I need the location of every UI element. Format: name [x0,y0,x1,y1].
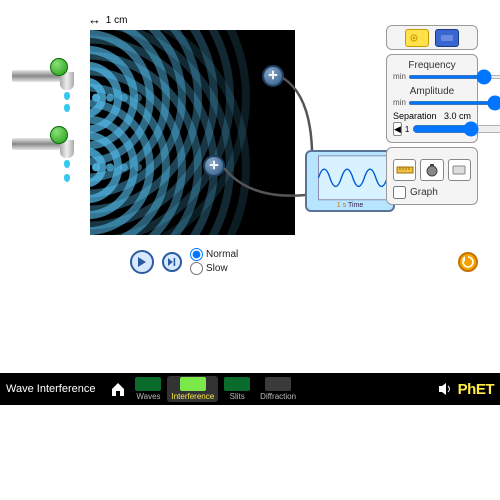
speaker-icon [437,381,453,397]
speed-normal-radio[interactable]: Normal [190,248,238,261]
meter-tool-button[interactable] [448,159,471,181]
min-label: min [393,72,406,81]
sep-min-tick: 1 [405,125,409,134]
phet-logo[interactable]: PhET [458,381,494,398]
meter-icon [451,164,467,176]
home-button[interactable] [109,380,127,398]
water-drop [64,160,70,168]
separation-label: Separation [393,111,437,121]
wave-tank [90,30,295,235]
topview-icon [409,33,425,43]
faucet-bottom [12,128,87,168]
water-drop [64,104,70,112]
min-label: min [393,98,406,107]
screen-label: Diffraction [260,392,296,401]
ruler-tool-button[interactable] [393,159,416,181]
wave-pattern [90,30,295,235]
screen-thumb [180,377,206,391]
faucet-handle[interactable] [50,58,68,76]
separation-slider[interactable] [412,121,500,137]
screen-label: Interference [171,392,214,401]
top-view-button[interactable] [405,29,429,47]
crosshair-icon: ✛ [268,71,277,82]
faucets [12,60,87,196]
ruler-icon [396,164,414,176]
screen-label: Slits [230,392,245,401]
screen-tab-slits[interactable]: Slits [220,376,254,402]
sliders-panel: Frequency min max Amplitude min max Sepa… [386,54,478,143]
navigation-bar: Wave Interference Waves Interference Slits… [0,373,500,405]
speed-slow-radio[interactable]: Slow [190,262,238,275]
home-icon [110,381,126,397]
faucet-handle[interactable] [50,126,68,144]
separation-value: 3.0 cm [444,111,471,121]
oscilloscope[interactable]: Water Level 1 s Time [305,150,395,212]
water-drop [64,92,70,100]
view-mode-panel [386,25,478,50]
screen-thumb [135,377,161,391]
screen-tab-interference[interactable]: Interference [167,376,218,402]
sideview-icon [439,33,455,43]
frequency-slider[interactable] [408,75,500,79]
stopwatch-icon [425,163,439,177]
crosshair-icon: ✛ [209,161,218,172]
step-button[interactable] [162,252,182,272]
play-pause-button[interactable] [130,250,154,274]
wave-probe[interactable]: ✛ [262,65,284,87]
side-view-button[interactable] [435,29,459,47]
tools-panel: Graph [386,147,478,205]
scale-marker: 1 cm [88,12,127,27]
faucet-top [12,60,87,100]
screen-thumb [224,377,250,391]
scale-label: 1 cm [106,15,128,26]
screen-thumb [265,377,291,391]
screen-tab-diffraction[interactable]: Diffraction [256,376,300,402]
water-drop [64,174,70,182]
screen-label: Waves [136,392,160,401]
graph-label: Graph [410,187,438,198]
sound-button[interactable] [436,380,454,398]
scope-xlabel: 1 s Time [307,202,393,209]
reset-all-button[interactable] [458,252,478,272]
timer-tool-button[interactable] [420,159,443,181]
simulation-area: 1 cm [0,0,500,320]
control-panel: Frequency min max Amplitude min max Sepa… [386,25,478,209]
sim-title: Wave Interference [6,383,95,395]
wave-probe[interactable]: ✛ [203,155,225,177]
separation-decrease-button[interactable]: ◀ [393,122,402,136]
speed-radio-group: Normal Slow [190,248,238,275]
amplitude-slider[interactable] [408,101,500,105]
graph-checkbox[interactable] [393,186,406,199]
play-controls: Normal Slow [130,248,238,275]
screen-tab-waves[interactable]: Waves [131,376,165,402]
